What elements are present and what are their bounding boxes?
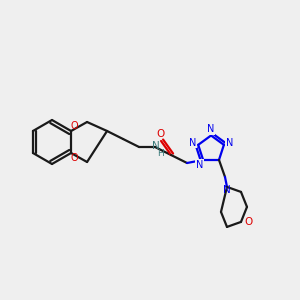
Text: N: N: [196, 160, 203, 170]
Text: N: N: [223, 185, 231, 195]
Text: N: N: [226, 138, 233, 148]
Text: N: N: [207, 124, 215, 134]
Text: O: O: [70, 121, 78, 131]
Text: N: N: [189, 138, 196, 148]
Text: O: O: [156, 129, 164, 139]
Text: H: H: [157, 148, 164, 158]
Text: O: O: [70, 153, 78, 163]
Text: N: N: [152, 141, 160, 151]
Text: O: O: [245, 217, 253, 227]
